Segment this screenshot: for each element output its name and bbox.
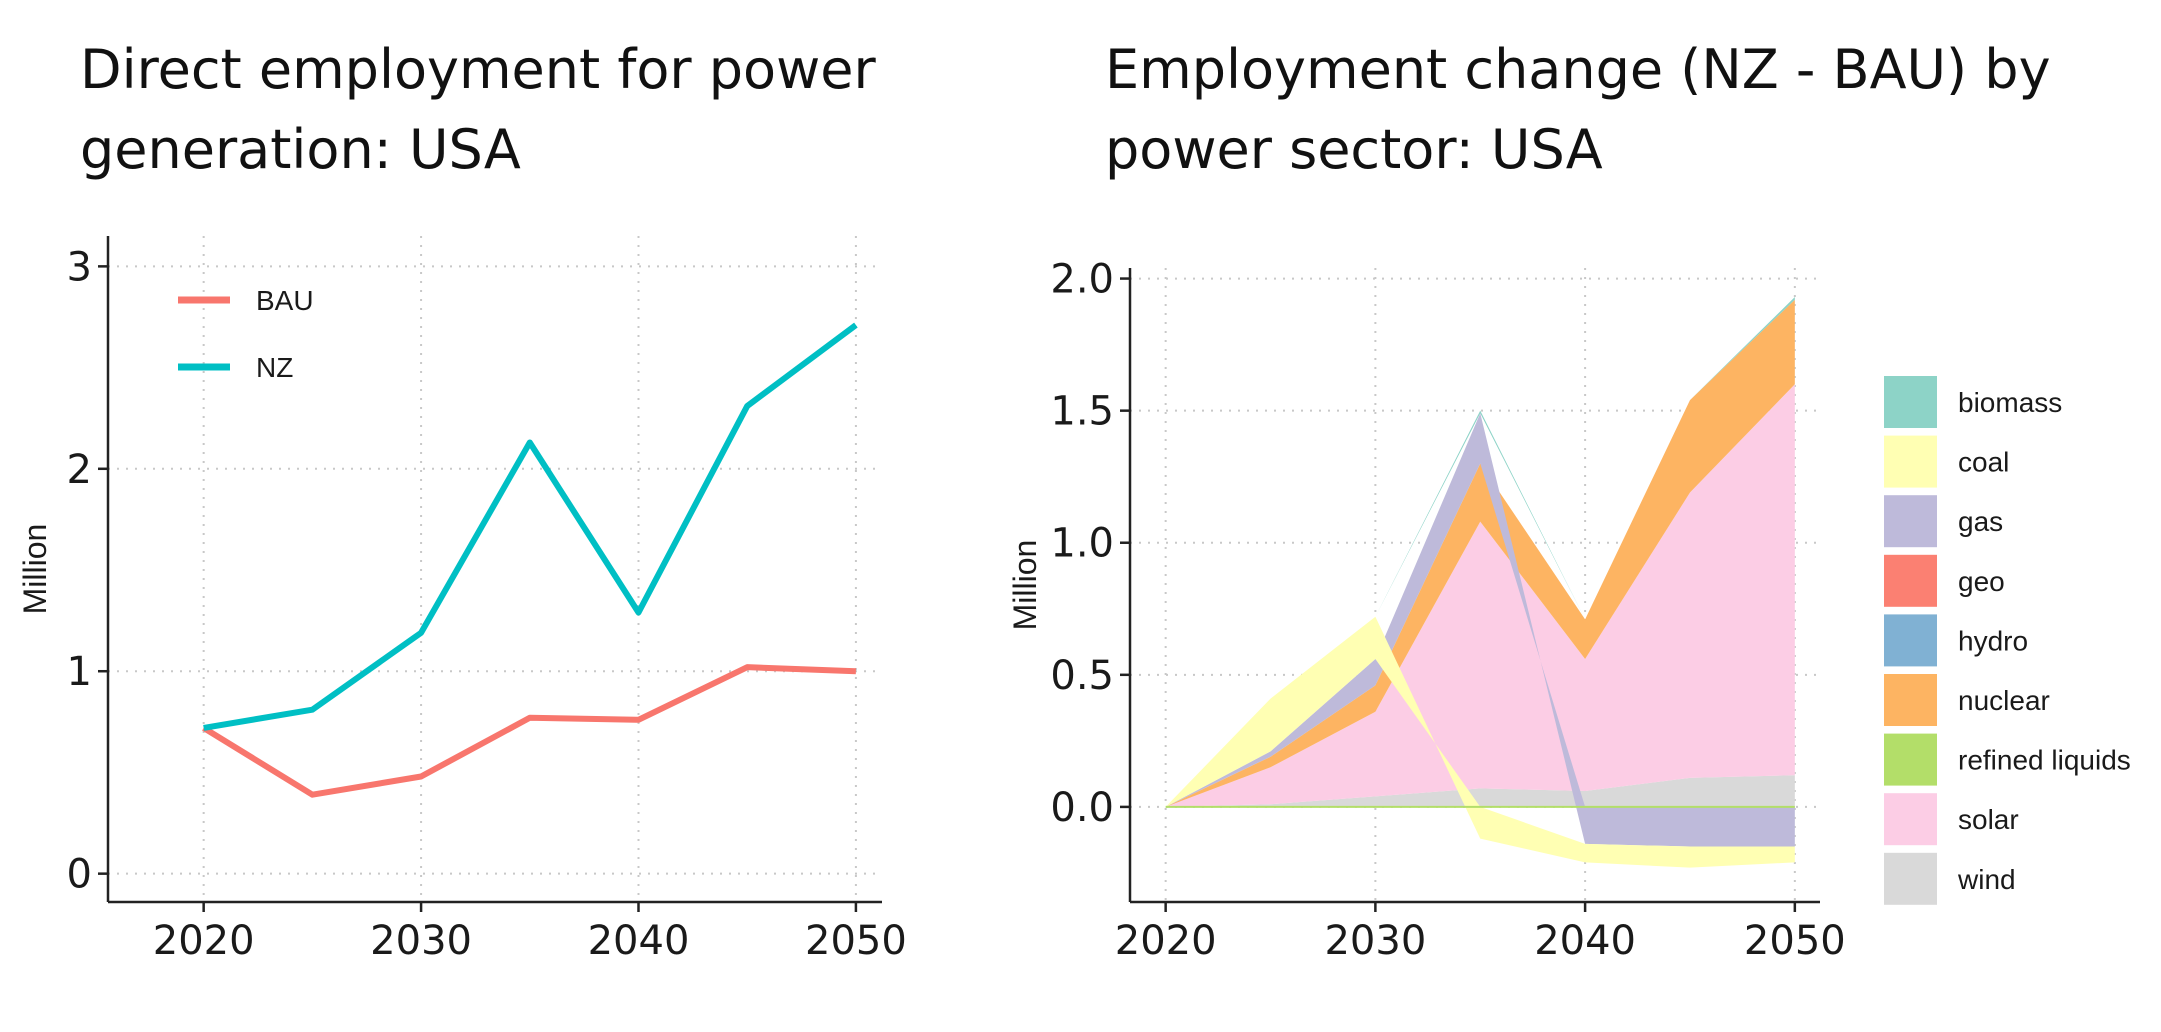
data-point-nz xyxy=(420,632,422,634)
series-line-nz xyxy=(203,322,858,731)
x-tick-label: 2050 xyxy=(1744,918,1846,964)
y-tick-label: 2.0 xyxy=(1050,257,1114,303)
data-point-bau xyxy=(746,666,748,668)
series-line-bau xyxy=(202,664,857,798)
legend-label-refined-liquids: refined liquids xyxy=(1958,745,2131,776)
x-tick-label: 2040 xyxy=(588,918,690,964)
x-tick-label: 2020 xyxy=(153,918,255,964)
x-tick-label: 2030 xyxy=(1324,918,1426,964)
legend-label-wind: wind xyxy=(1957,864,2016,895)
y-axis-label: Million xyxy=(17,524,53,615)
y-tick-label: 1.0 xyxy=(1050,521,1114,567)
legend-key-hydro xyxy=(1884,614,1937,667)
chart-title-employment: Direct employment for power generation: … xyxy=(80,38,876,181)
chart-title-employment-change: Employment change (NZ - BAU) by power se… xyxy=(1105,38,2051,181)
y-tick-label: 0.0 xyxy=(1050,785,1114,831)
legend-key-biomass xyxy=(1884,376,1937,428)
data-point-nz xyxy=(311,709,313,711)
data-point-bau xyxy=(529,717,531,719)
legend-label-bau: BAU xyxy=(256,285,314,316)
line-chart-employment: 0 1 2 3 2020 2030 2040 2050 Million BAU NZ xyxy=(17,236,907,964)
legend-key-gas xyxy=(1884,495,1937,548)
data-point-nz xyxy=(529,441,531,443)
y-tick-label: 1.5 xyxy=(1050,389,1114,435)
legend-key-coal xyxy=(1884,435,1937,488)
data-point-nz xyxy=(855,324,857,326)
legend-label-hydro: hydro xyxy=(1958,625,2028,656)
x-tick-label: 2030 xyxy=(370,918,472,964)
legend-label-biomass: biomass xyxy=(1958,387,2062,418)
legend-key-nuclear xyxy=(1884,674,1937,726)
area-series-group xyxy=(1165,297,1795,868)
y-tick-label: 1 xyxy=(67,649,92,695)
data-point-bau xyxy=(855,670,857,672)
y-tick-label: 3 xyxy=(67,244,92,290)
data-point-bau xyxy=(637,719,639,721)
y-axis-label: Million xyxy=(1007,540,1043,631)
data-point-bau xyxy=(311,794,313,796)
legend-label-geo: geo xyxy=(1958,566,2005,597)
data-point-nz xyxy=(637,612,639,614)
x-tick-label: 2020 xyxy=(1115,918,1217,964)
legend-label-solar: solar xyxy=(1958,804,2019,835)
area-series-wind xyxy=(1165,775,1795,807)
area-chart-employment-change: 0.0 0.5 1.0 1.5 2.0 2020 2030 2040 2050 Million bi… xyxy=(1007,257,2131,964)
legend-key-wind xyxy=(1884,852,1937,905)
legend-label-gas: gas xyxy=(1958,506,2003,537)
x-tick-label: 2040 xyxy=(1534,918,1636,964)
area-series-solar xyxy=(1165,384,1795,807)
data-point-nz xyxy=(746,405,748,407)
area-chart-legend: biomass coal gas geo hydro nuclear refined liq… xyxy=(1884,376,2131,905)
legend-key-solar xyxy=(1884,793,1937,846)
line-chart-gridlines xyxy=(108,236,882,902)
legend-label-nz: NZ xyxy=(256,352,293,383)
legend-key-refined-liquids xyxy=(1884,733,1937,786)
line-chart-legend: BAU NZ xyxy=(178,285,314,383)
data-point-bau xyxy=(420,775,422,777)
legend-label-coal: coal xyxy=(1958,447,2009,478)
y-tick-label: 0 xyxy=(67,852,92,898)
area-series-coal xyxy=(1165,616,1795,868)
legend-key-geo xyxy=(1884,554,1937,607)
data-point-nz xyxy=(203,727,205,729)
x-tick-label: 2050 xyxy=(805,918,907,964)
y-tick-label: 0.5 xyxy=(1050,653,1114,699)
legend-label-nuclear: nuclear xyxy=(1958,685,2050,716)
y-tick-label: 2 xyxy=(67,447,92,493)
